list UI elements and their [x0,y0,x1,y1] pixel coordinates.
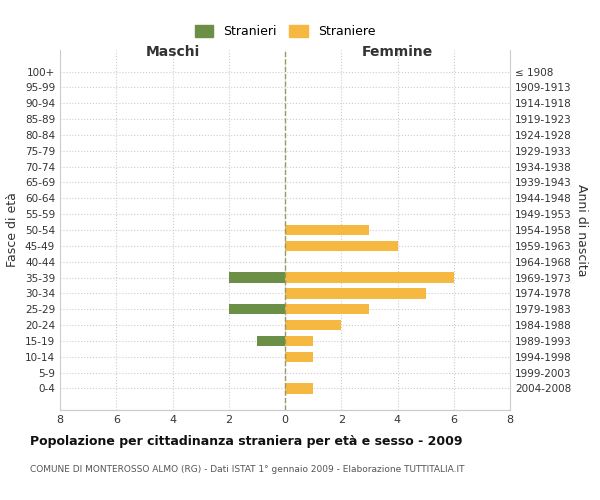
Y-axis label: Anni di nascita: Anni di nascita [575,184,588,276]
Bar [229,272,285,282]
Bar [285,384,313,394]
Text: Femmine: Femmine [362,45,433,59]
Text: COMUNE DI MONTEROSSO ALMO (RG) - Dati ISTAT 1° gennaio 2009 - Elaborazione TUTTI: COMUNE DI MONTEROSSO ALMO (RG) - Dati IS… [30,465,464,474]
Bar [285,272,454,282]
Bar [257,336,285,346]
Bar [285,240,398,251]
Text: Maschi: Maschi [145,45,200,59]
Bar [285,225,370,235]
Bar [285,352,313,362]
Bar [285,304,370,314]
Text: Popolazione per cittadinanza straniera per età e sesso - 2009: Popolazione per cittadinanza straniera p… [30,435,463,448]
Bar [285,288,425,298]
Y-axis label: Fasce di età: Fasce di età [7,192,19,268]
Bar [229,304,285,314]
Bar [285,336,313,346]
Bar [285,320,341,330]
Legend: Stranieri, Straniere: Stranieri, Straniere [190,20,380,44]
